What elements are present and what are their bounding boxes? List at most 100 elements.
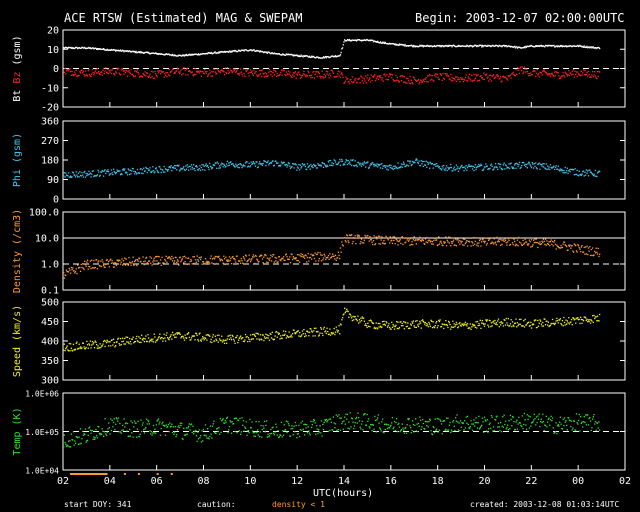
density-point — [386, 237, 388, 239]
temp-point — [473, 419, 475, 421]
phi-point — [69, 176, 71, 178]
phi-point — [372, 163, 375, 166]
bz-point — [120, 69, 122, 71]
density-point — [598, 255, 600, 258]
bt-point — [493, 45, 495, 47]
bt-point — [220, 51, 222, 53]
bz-point — [530, 74, 533, 76]
bt-point — [443, 46, 445, 48]
temp-point — [271, 427, 273, 429]
bz-point — [500, 81, 502, 83]
speed-point — [143, 337, 145, 339]
density-point — [337, 257, 339, 259]
density-point — [396, 238, 398, 241]
bz-point — [134, 75, 136, 77]
bt-point — [563, 45, 566, 48]
bz-point — [147, 75, 149, 78]
speed-point — [231, 334, 233, 336]
speed-point — [103, 340, 105, 343]
density-point — [532, 244, 534, 246]
bz-point — [485, 74, 487, 77]
speed-point — [209, 335, 211, 337]
density-point — [93, 267, 96, 269]
bz-point — [346, 77, 349, 80]
bz-point — [272, 72, 274, 74]
speed-point — [274, 335, 276, 337]
phi-point — [259, 163, 261, 165]
bt-point — [420, 44, 422, 47]
bz-point — [115, 72, 117, 74]
phi-point — [112, 168, 115, 170]
phi-point — [343, 163, 345, 165]
temp-point — [593, 414, 595, 416]
temp-point — [521, 415, 523, 417]
speed-point — [318, 335, 320, 337]
density-point — [551, 240, 554, 243]
phi-point — [469, 165, 471, 167]
bz-point — [554, 75, 557, 77]
speed-point — [291, 336, 293, 338]
speed-point — [222, 339, 224, 341]
temp-point — [385, 423, 387, 425]
bz-point — [554, 71, 556, 73]
density-point — [95, 259, 97, 261]
bt-point — [108, 49, 110, 51]
temp-point — [311, 424, 313, 426]
bz-point — [70, 70, 72, 73]
temp-point — [78, 436, 80, 438]
bz-point — [113, 73, 115, 75]
density-point — [495, 241, 497, 243]
bz-point — [303, 70, 305, 72]
temp-point — [322, 423, 324, 425]
bz-point — [502, 76, 504, 78]
phi-point — [372, 162, 374, 164]
bz-point — [317, 71, 319, 73]
bz-point — [430, 74, 432, 77]
temp-point — [547, 421, 549, 423]
speed-point — [82, 342, 84, 344]
speed-point — [424, 323, 426, 325]
bt-point — [339, 55, 341, 57]
speed-point — [551, 322, 553, 325]
bt-point — [587, 46, 590, 48]
speed-point — [317, 331, 319, 333]
density-point — [175, 256, 177, 259]
temp-point — [248, 432, 250, 434]
speed-point — [333, 327, 335, 330]
bz-point — [334, 76, 337, 78]
phi-point — [275, 160, 277, 162]
bt-point — [89, 47, 91, 49]
bt-point — [472, 45, 474, 47]
speed-point — [153, 333, 155, 335]
bz-point — [526, 70, 528, 73]
temp-point — [234, 430, 236, 433]
speed-point — [429, 323, 431, 325]
density-point — [280, 258, 283, 260]
bz-point — [189, 70, 191, 72]
bz-point — [500, 75, 502, 78]
speed-point — [142, 339, 144, 341]
phi-point — [138, 172, 141, 174]
bt-point — [407, 45, 410, 47]
density-point — [66, 271, 68, 273]
speed-point — [377, 322, 379, 325]
phi-point — [504, 168, 506, 170]
speed-point — [462, 324, 464, 327]
density-point — [73, 270, 75, 272]
bz-point — [359, 82, 361, 84]
xtick-label-9: 20 — [478, 476, 490, 487]
speed-point — [338, 325, 340, 327]
speed-point — [504, 319, 506, 321]
phi-point — [462, 166, 464, 168]
bt-point — [107, 49, 109, 52]
density-point — [79, 270, 82, 272]
temp-point — [112, 426, 114, 428]
density-point — [563, 241, 566, 243]
density-point — [485, 237, 487, 239]
speed-point — [406, 325, 408, 327]
density-point — [316, 253, 318, 255]
density-point — [493, 238, 495, 240]
phi-point — [405, 165, 407, 167]
bt-point — [152, 52, 155, 54]
bz-point — [459, 81, 461, 83]
